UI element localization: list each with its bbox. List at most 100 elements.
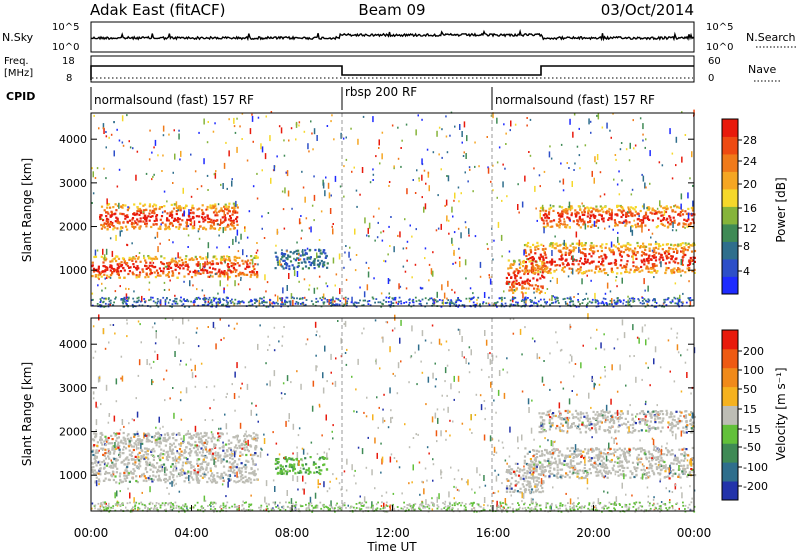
- ground-echo: [157, 300, 159, 303]
- scatter-echo: [278, 259, 281, 266]
- range-cell: [162, 263, 166, 266]
- range-cell: [197, 261, 200, 264]
- scatter-echo: [445, 115, 447, 118]
- range-cell: [167, 271, 171, 274]
- range-cell: [318, 458, 321, 461]
- range-cell: [256, 272, 259, 275]
- scatter-echo: [576, 145, 579, 148]
- range-cell: [281, 256, 284, 259]
- scatter-echo: [621, 277, 623, 284]
- colorbar-swatch: [722, 259, 738, 277]
- scatter-echo: [609, 290, 612, 293]
- range-cell: [647, 259, 650, 262]
- range-cell: [536, 449, 539, 452]
- ground-echo: [496, 305, 498, 308]
- range-cell: [144, 264, 147, 267]
- range-cell: [608, 212, 611, 215]
- range-cell: [172, 219, 176, 222]
- ground-echo: [188, 306, 191, 308]
- range-cell: [136, 218, 139, 221]
- range-cell: [249, 453, 253, 456]
- range-cell: [204, 269, 207, 272]
- range-cell: [274, 251, 277, 254]
- range-cell: [516, 269, 519, 272]
- scatter-echo: [639, 270, 642, 273]
- range-cell: [112, 225, 115, 228]
- range-cell: [309, 456, 312, 459]
- range-cell: [153, 450, 156, 453]
- ground-echo: [435, 300, 438, 303]
- scatter-echo: [541, 204, 544, 211]
- scatter-echo: [332, 228, 334, 235]
- range-cell: [100, 438, 103, 441]
- scatter-echo: [672, 222, 674, 228]
- scatter-echo: [560, 143, 563, 146]
- scatter-echo: [122, 144, 125, 147]
- range-cell: [157, 436, 160, 439]
- range-cell: [178, 217, 181, 220]
- range-cell: [585, 469, 589, 472]
- range-cell: [191, 436, 194, 440]
- range-cell: [312, 461, 316, 464]
- range-cell: [162, 463, 166, 466]
- range-cell: [196, 264, 199, 267]
- range-cell: [251, 437, 254, 440]
- range-cell: [201, 211, 204, 214]
- scatter-echo: [435, 229, 438, 232]
- range-cell: [672, 469, 675, 472]
- range-cell: [255, 255, 258, 258]
- range-cell: [241, 259, 244, 262]
- scatter-echo: [680, 193, 683, 200]
- range-cell: [692, 226, 695, 229]
- scatter-echo: [91, 167, 93, 170]
- scatter-echo: [419, 286, 422, 289]
- scatter-echo: [517, 183, 519, 186]
- range-cell: [512, 271, 515, 275]
- range-cell: [130, 222, 133, 226]
- scatter-echo: [118, 168, 121, 171]
- scatter-echo: [148, 281, 151, 284]
- range-cell: [651, 271, 654, 274]
- range-cell: [681, 209, 684, 212]
- scatter-echo: [680, 250, 682, 253]
- scatter-echo: [212, 130, 215, 133]
- range-cell: [599, 245, 602, 248]
- range-cell: [155, 432, 158, 435]
- range-cell: [243, 446, 246, 449]
- scatter-echo: [377, 221, 379, 224]
- range-cell: [631, 249, 634, 252]
- range-cell: [284, 262, 288, 265]
- range-cell: [614, 245, 617, 248]
- scatter-echo: [197, 230, 200, 233]
- scatter-echo: [614, 154, 617, 156]
- range-cell: [221, 210, 224, 213]
- range-cell: [160, 464, 163, 467]
- scatter-echo: [103, 128, 105, 134]
- scatter-echo: [373, 277, 375, 280]
- ground-echo: [619, 301, 622, 303]
- range-cell: [252, 432, 255, 435]
- scatter-echo: [578, 127, 580, 130]
- scatter-echo: [152, 175, 154, 178]
- range-cell: [126, 220, 129, 223]
- range-cell: [206, 271, 209, 274]
- scatter-echo: [264, 153, 267, 160]
- range-cell: [139, 220, 142, 223]
- range-cell: [182, 267, 185, 270]
- ground-echo: [648, 299, 651, 302]
- scatter-echo: [154, 139, 157, 146]
- scatter-echo: [577, 293, 579, 295]
- range-cell: [628, 248, 631, 251]
- ground-echo: [338, 303, 341, 306]
- scatter-echo: [318, 250, 320, 252]
- ground-echo: [125, 299, 128, 302]
- range-cell: [307, 467, 311, 470]
- range-cell: [533, 476, 536, 479]
- range-cell: [280, 253, 283, 256]
- range-cell: [679, 270, 682, 273]
- ground-echo: [453, 303, 456, 306]
- scatter-echo: [402, 247, 405, 250]
- range-cell: [198, 440, 201, 443]
- range-cell: [135, 213, 138, 216]
- scatter-echo: [359, 286, 361, 289]
